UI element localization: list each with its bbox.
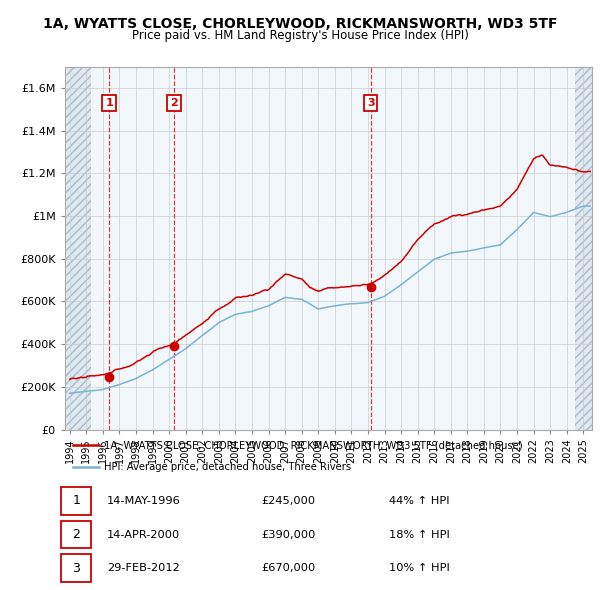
Text: 14-APR-2000: 14-APR-2000 xyxy=(107,530,180,539)
Text: £670,000: £670,000 xyxy=(261,563,316,573)
Text: 10% ↑ HPI: 10% ↑ HPI xyxy=(389,563,450,573)
Text: 1A, WYATTS CLOSE, CHORLEYWOOD, RICKMANSWORTH, WD3 5TF: 1A, WYATTS CLOSE, CHORLEYWOOD, RICKMANSW… xyxy=(43,17,557,31)
Bar xyxy=(61,555,91,582)
Text: £245,000: £245,000 xyxy=(261,496,316,506)
Bar xyxy=(575,67,592,430)
Text: 1: 1 xyxy=(105,98,113,108)
Text: 3: 3 xyxy=(72,562,80,575)
Text: HPI: Average price, detached house, Three Rivers: HPI: Average price, detached house, Thre… xyxy=(104,462,352,472)
Text: £390,000: £390,000 xyxy=(261,530,316,539)
Text: 2: 2 xyxy=(170,98,178,108)
Text: 1A, WYATTS CLOSE, CHORLEYWOOD, RICKMANSWORTH, WD3 5TF (detached house): 1A, WYATTS CLOSE, CHORLEYWOOD, RICKMANSW… xyxy=(104,440,523,450)
Bar xyxy=(91,67,575,430)
Text: Price paid vs. HM Land Registry's House Price Index (HPI): Price paid vs. HM Land Registry's House … xyxy=(131,30,469,42)
Bar xyxy=(65,67,91,430)
Text: 3: 3 xyxy=(367,98,374,108)
Bar xyxy=(61,521,91,548)
Text: 14-MAY-1996: 14-MAY-1996 xyxy=(107,496,181,506)
Text: 2: 2 xyxy=(72,528,80,541)
Text: 1: 1 xyxy=(72,494,80,507)
Text: 44% ↑ HPI: 44% ↑ HPI xyxy=(389,496,450,506)
Text: 18% ↑ HPI: 18% ↑ HPI xyxy=(389,530,450,539)
Bar xyxy=(61,487,91,514)
Text: 29-FEB-2012: 29-FEB-2012 xyxy=(107,563,179,573)
